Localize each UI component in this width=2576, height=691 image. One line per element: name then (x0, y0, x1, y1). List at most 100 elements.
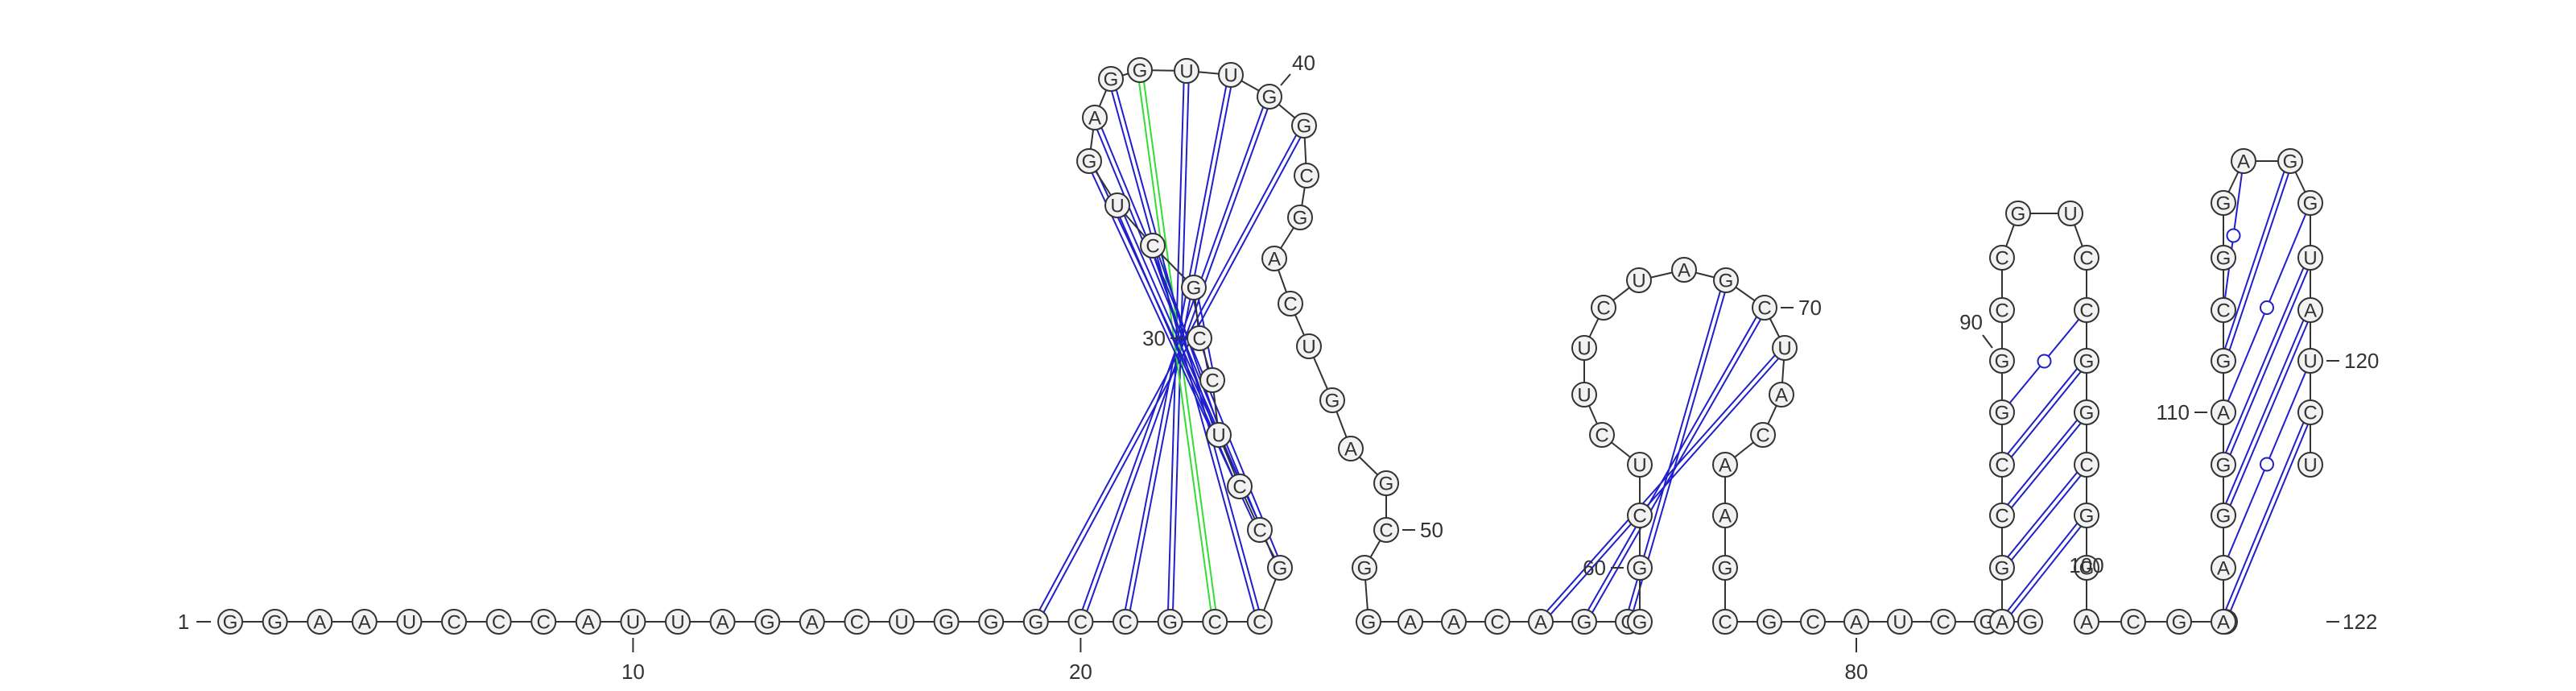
nucleotide-circle (2297, 190, 2323, 216)
nucleotide: A (2211, 399, 2236, 425)
position-number-label: 30 (1142, 326, 1166, 350)
nucleotide-letter: G (2079, 558, 2095, 580)
nucleotide-circle (1713, 267, 1739, 293)
nucleotide-letter: U (1577, 338, 1591, 360)
nucleotide: G (1076, 148, 1102, 174)
nucleotide: U (1104, 192, 1130, 218)
nucleotide-letter: G (1762, 612, 1777, 634)
nucleotide: A (1082, 105, 1108, 130)
nucleotide-letter: G (1262, 87, 1278, 109)
nucleotide-letter: A (1850, 612, 1863, 634)
nucleotide: G (1627, 555, 1653, 581)
nucleotide-circle (1712, 555, 1738, 581)
wobble-pair-marker (2260, 300, 2274, 315)
nucleotide-letter: C (1756, 425, 1769, 447)
nucleotide-letter: A (2217, 612, 2230, 634)
nucleotide: G (1713, 267, 1739, 293)
nucleotide-circle (1591, 295, 1616, 321)
nucleotide-circle (1989, 348, 2015, 374)
nucleotide: U (1887, 609, 1913, 635)
nucleotide-circle (754, 609, 781, 635)
nucleotide-circle (2074, 452, 2099, 478)
nucleotide-letter: U (894, 612, 908, 634)
nucleotide: C (1202, 609, 1228, 635)
nucleotide-letter: G (223, 612, 238, 634)
nucleotide-letter: G (1325, 391, 1340, 412)
nucleotide: G (2074, 399, 2099, 425)
nucleotide: G (1571, 609, 1597, 635)
nucleotide-circle (1671, 257, 1697, 283)
nucleotide: C (1227, 474, 1253, 499)
nucleotide-letter: U (671, 612, 684, 634)
nucleotide-circle (2231, 148, 2256, 174)
nucleotide-circle (665, 609, 691, 635)
position-number-label: 100 (2069, 553, 2103, 577)
nucleotide: G (1319, 387, 1345, 413)
nucleotide-letter: C (1146, 236, 1159, 258)
nucleotide: G (1627, 609, 1653, 635)
nucleotide-letter: U (1302, 337, 1315, 358)
wobble-pair-marker (2037, 354, 2052, 369)
nucleotide-circle (2074, 297, 2099, 323)
nucleotide-letter: A (1775, 385, 1788, 407)
nucleotide-letter: C (1718, 612, 1732, 634)
wobble-pair-marker (2226, 228, 2241, 243)
nucleotide-circle (1187, 325, 1212, 351)
base-pair-line (2003, 516, 2090, 624)
nucleotide: C (1067, 609, 1094, 635)
nucleotide-letter: G (2216, 455, 2231, 477)
nucleotide: G (1157, 609, 1183, 635)
nucleotide: G (754, 609, 781, 635)
nucleotide-letter: U (1777, 338, 1791, 360)
nucleotide-circle (1227, 474, 1253, 499)
nucleotide-letter: C (1192, 329, 1206, 350)
nucleotide-letter: C (1379, 520, 1393, 542)
nucleotide: U (1174, 58, 1199, 84)
nucleotide: U (2297, 452, 2323, 478)
nucleotide-circle (1022, 609, 1049, 635)
nucleotide-letter: G (1379, 474, 1394, 495)
nucleotide-circle (2211, 503, 2236, 528)
nucleotide-letter: U (2303, 351, 2317, 373)
nucleotide-circle (2017, 609, 2043, 635)
end-number-label: 122 (2343, 610, 2377, 634)
nucleotide-letter: U (1212, 425, 1225, 447)
nucleotide-circle (1296, 333, 1322, 359)
nucleotide: G (1989, 555, 2015, 581)
nucleotide-circle (1140, 233, 1166, 259)
nucleotide: G (1267, 555, 1293, 581)
nucleotide-letter: G (1187, 278, 1202, 300)
nucleotide: G (1291, 113, 1317, 139)
nucleotide-circle (262, 609, 288, 635)
nucleotide-letter: G (1162, 612, 1178, 634)
base-pair-line (2220, 308, 2310, 515)
nucleotide: C (1989, 503, 2015, 528)
nucleotide-letter: G (2216, 351, 2231, 373)
position-labels: 1 122 10 20 30 40 50 60 70 80 90 100 110 120 (178, 51, 2380, 684)
nucleotide-circle (1989, 399, 2015, 425)
nucleotide-letter: C (1253, 520, 1266, 542)
nucleotide-circle (1712, 503, 1738, 528)
nucleotide-letter: G (1995, 403, 2010, 424)
position-number-label: 20 (1069, 660, 1092, 684)
nucleotide: A (1989, 609, 2015, 635)
position-number-label: 10 (621, 660, 645, 684)
nucleotide-circle (1267, 555, 1293, 581)
nucleotide: A (799, 609, 825, 635)
nucleotide-letter: G (1719, 271, 1734, 292)
noncanonical-pair-line (1137, 70, 1214, 623)
nucleotide-circle (1261, 246, 1287, 271)
nucleotide-letter: C (1299, 166, 1313, 188)
number-tick (1982, 334, 1993, 349)
nucleotide: U (2297, 348, 2323, 374)
nucleotide-letter: G (1297, 116, 1312, 138)
nucleotide: C (1930, 609, 1956, 635)
nucleotide-circle (620, 609, 646, 635)
nucleotide: C (441, 609, 467, 635)
nucleotide: A (1712, 452, 1738, 478)
nucleotide-circle (2211, 555, 2236, 581)
nucleotide-circle (2074, 555, 2099, 581)
nucleotide-letter: A (313, 612, 326, 634)
nucleotide-letter: C (1596, 298, 1610, 320)
